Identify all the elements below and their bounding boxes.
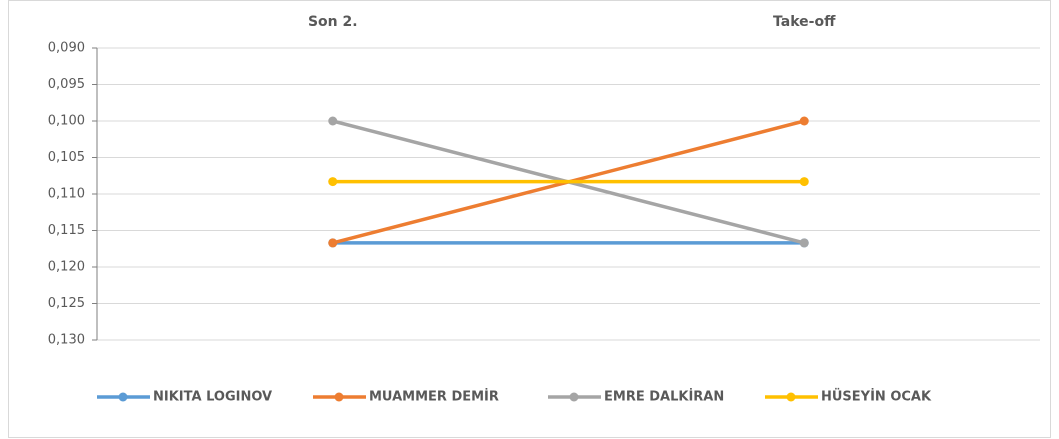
data-point xyxy=(328,177,338,187)
legend-label: MUAMMER DEMİR xyxy=(369,389,499,405)
y-tick-label: 0,120 xyxy=(48,260,85,275)
y-tick-label: 0,100 xyxy=(48,114,85,129)
data-point xyxy=(328,116,338,126)
x-tick-label: Take-off xyxy=(773,14,836,30)
y-tick-label: 0,130 xyxy=(48,333,85,348)
legend-marker xyxy=(334,392,344,402)
y-tick-label: 0,095 xyxy=(48,77,85,92)
data-point xyxy=(799,116,809,126)
y-tick-label: 0,115 xyxy=(48,223,85,238)
data-point xyxy=(799,177,809,187)
legend-label: HÜSEYİN OCAK xyxy=(821,389,932,405)
chart-frame xyxy=(8,0,1051,438)
legend-label: EMRE DALKİRAN xyxy=(604,389,724,405)
y-tick-label: 0,090 xyxy=(48,41,85,56)
legend-marker xyxy=(786,392,796,402)
data-point xyxy=(328,238,338,248)
y-tick-label: 0,125 xyxy=(48,296,85,311)
legend-label: NIKITA LOGINOV xyxy=(153,390,272,405)
data-point xyxy=(799,238,809,248)
legend-marker xyxy=(118,392,128,402)
y-tick-label: 0,105 xyxy=(48,150,85,165)
legend-marker xyxy=(569,392,579,402)
y-tick-label: 0,110 xyxy=(48,187,85,202)
x-tick-label: Son 2. xyxy=(308,14,358,30)
